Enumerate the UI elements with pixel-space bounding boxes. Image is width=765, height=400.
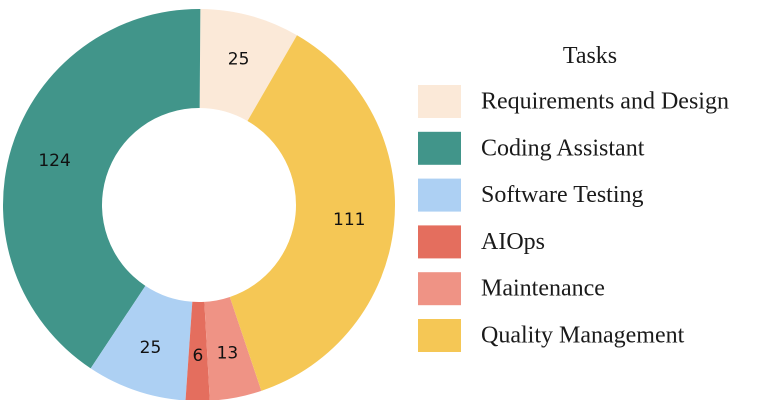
slice-quality-management bbox=[229, 35, 395, 391]
legend-items: Requirements and Design Coding Assistant S… bbox=[418, 85, 729, 352]
legend-label-requirements-and-design: Requirements and Design bbox=[481, 89, 729, 115]
slice-maintenance bbox=[204, 296, 262, 400]
legend-label-maintenance: Maintenance bbox=[481, 276, 605, 302]
data-label-requirements-and-design: 25 bbox=[228, 49, 250, 69]
data-label-software-testing: 25 bbox=[140, 338, 162, 358]
donut-slices bbox=[2, 8, 395, 400]
slice-coding-assistant bbox=[2, 8, 201, 369]
legend-label-quality-management: Quality Management bbox=[481, 323, 685, 349]
legend-label-software-testing: Software Testing bbox=[481, 182, 644, 208]
legend-swatch-quality-management bbox=[418, 319, 461, 352]
slice-aiops bbox=[185, 301, 210, 400]
slice-software-testing bbox=[90, 285, 193, 400]
legend-swatch-coding-assistant bbox=[418, 131, 461, 165]
legend-title: Tasks bbox=[563, 43, 617, 69]
slice-requirements-and-design bbox=[199, 9, 297, 121]
slice-labels: 25 124 25 6 13 111 bbox=[38, 49, 365, 366]
legend-label-aiops: AIOps bbox=[481, 229, 545, 255]
legend-swatch-requirements-and-design bbox=[418, 85, 461, 118]
legend: Tasks Requirements and Design Coding Assi… bbox=[418, 43, 729, 352]
legend-swatch-maintenance bbox=[418, 272, 461, 306]
legend-label-coding-assistant: Coding Assistant bbox=[481, 135, 645, 161]
data-label-quality-management: 111 bbox=[333, 210, 365, 230]
legend-swatch-aiops bbox=[418, 225, 461, 259]
data-label-coding-assistant: 124 bbox=[38, 151, 70, 171]
legend-swatch-software-testing bbox=[418, 178, 461, 212]
data-label-aiops: 6 bbox=[193, 346, 204, 366]
data-label-maintenance: 13 bbox=[217, 343, 239, 363]
